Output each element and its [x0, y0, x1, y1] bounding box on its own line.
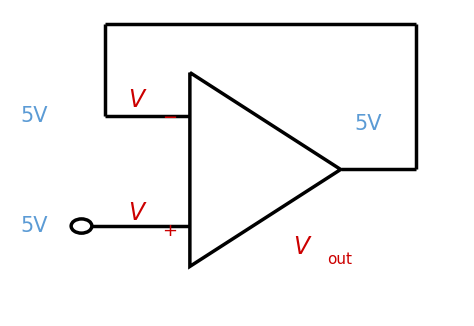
Text: +: +: [163, 222, 178, 240]
Text: 5V: 5V: [20, 106, 48, 126]
Text: V: V: [293, 235, 310, 259]
Text: V: V: [128, 201, 145, 225]
Text: 5V: 5V: [355, 114, 383, 134]
Text: 5V: 5V: [20, 216, 48, 236]
Text: V: V: [128, 88, 145, 112]
Text: out: out: [328, 252, 353, 267]
Text: −: −: [163, 109, 178, 127]
